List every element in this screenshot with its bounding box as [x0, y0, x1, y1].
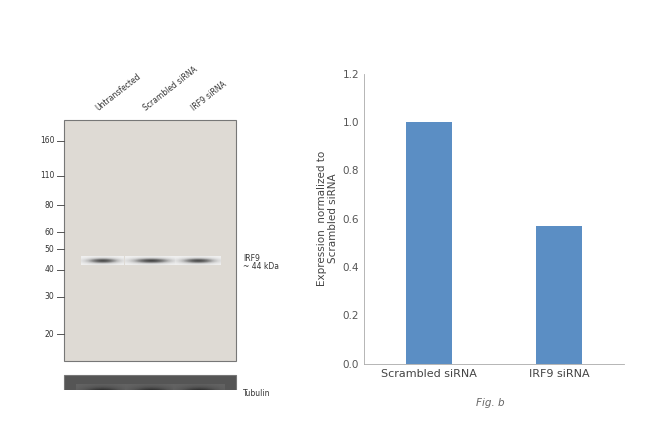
Text: Fig. b: Fig. b — [476, 397, 505, 408]
Y-axis label: Expression  normalized to
Scrambled siRNA: Expression normalized to Scrambled siRNA — [317, 151, 339, 286]
Bar — [64, 375, 236, 411]
Text: Scrambled siRNA: Scrambled siRNA — [142, 65, 200, 113]
Text: Untransfected: Untransfected — [94, 72, 142, 113]
Text: 30: 30 — [45, 292, 55, 301]
Text: 60: 60 — [45, 228, 55, 236]
Bar — [536, 226, 582, 364]
Text: 80: 80 — [45, 201, 55, 210]
Text: 40: 40 — [45, 265, 55, 275]
Text: 110: 110 — [40, 171, 55, 180]
Text: IRF9: IRF9 — [243, 254, 260, 263]
Text: Tubulin: Tubulin — [243, 389, 271, 398]
Text: IRF9 siRNA: IRF9 siRNA — [190, 80, 228, 113]
Text: ~ 44 kDa: ~ 44 kDa — [243, 262, 280, 271]
Bar — [64, 120, 236, 361]
Text: 20: 20 — [45, 330, 55, 339]
Text: 160: 160 — [40, 136, 55, 145]
Text: 50: 50 — [45, 245, 55, 254]
Bar — [406, 122, 452, 364]
